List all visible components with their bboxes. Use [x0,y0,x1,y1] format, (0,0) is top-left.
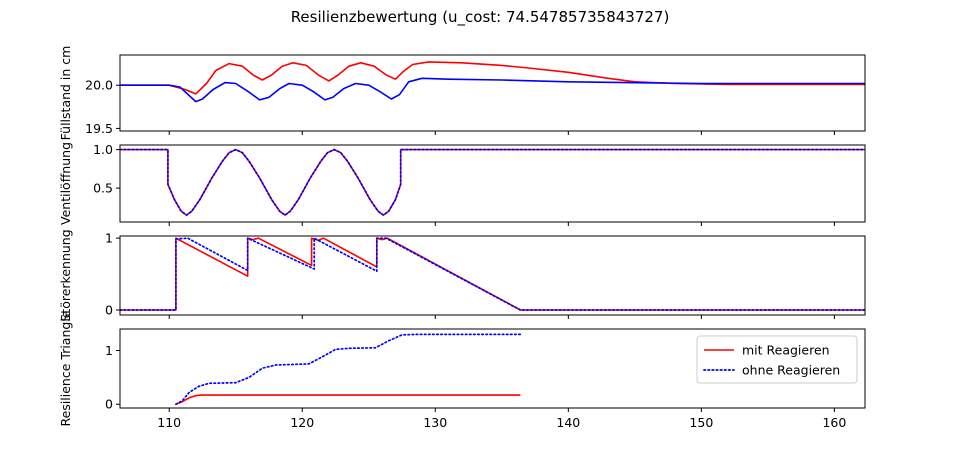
x-tick-label: 160 [822,415,846,430]
series-line-red [175,394,521,405]
panel-4: 1 0 110 120 130 140 150 160 Resilience Triangle [58,310,866,430]
series-line-blue [120,148,865,216]
y-axis-label: Resilience Triangle [58,310,73,426]
legend: mit Reagieren ohne Reagieren [696,335,858,384]
y-tick-label: 0 [105,302,113,317]
x-tick-label: 110 [157,415,181,430]
chart-title: Resilienzbewertung (u_cost: 74.547857358… [291,8,670,27]
legend-label: mit Reagieren [742,343,830,358]
series-line-red [120,148,865,216]
series-line-blue [120,77,865,103]
panel-frame [119,328,866,409]
y-axis-label: Ventilöffnung [58,142,73,225]
panel-2: 1.0 0.5 Ventilöffnung [58,142,866,226]
x-tick-label: 120 [290,415,314,430]
y-tick-label: 19.5 [85,121,113,136]
series-line-red [120,237,865,311]
x-tick-label: 140 [556,415,580,430]
panel-3: 1 0 Störerkennung [58,229,866,322]
legend-box [696,335,858,384]
panel-frame [119,54,866,132]
legend-label: ohne Reagieren [742,363,840,378]
panel-frame [119,235,866,316]
y-axis-label: Füllstand in cm [58,46,73,141]
series-line-blue [120,237,865,311]
y-tick-label: 0.5 [93,181,113,196]
x-tick-label: 150 [689,415,713,430]
panel-1: 20.0 19.5 Füllstand in cm [58,46,866,141]
y-tick-label: 0 [105,397,113,412]
panel-frame [119,144,866,223]
x-tick-label: 130 [423,415,447,430]
series-line-blue [175,333,522,406]
y-tick-label: 1 [105,231,113,246]
y-axis-label: Störerkennung [58,229,73,321]
y-tick-label: 1 [105,343,113,358]
series-line-red [120,61,865,95]
y-tick-label: 20.0 [85,78,113,93]
y-tick-label: 1.0 [93,142,113,157]
